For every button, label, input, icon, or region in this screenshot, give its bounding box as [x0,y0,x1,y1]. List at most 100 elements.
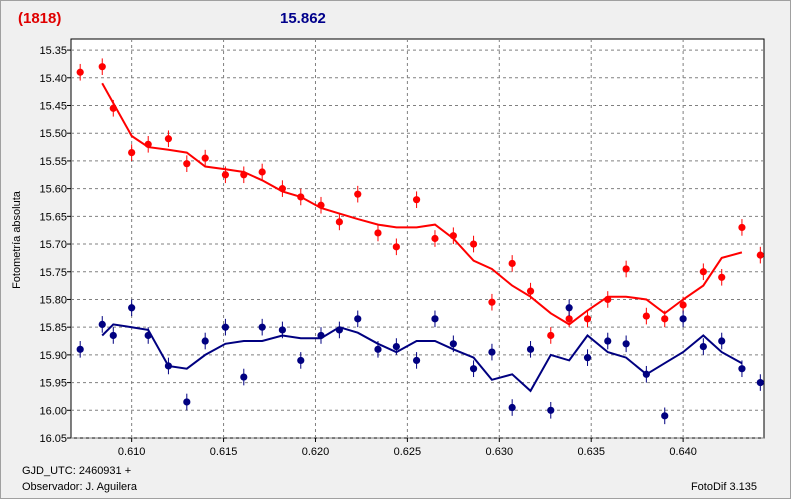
data-point [679,301,687,309]
y-tick-label: 15.45 [39,101,67,113]
data-point [718,337,726,345]
axis-ticks: 15.35 15.40 15.45 15.50 15.55 15.60 15.65 15.70… [39,45,696,458]
data-point [679,315,687,323]
data-point [738,223,746,232]
data-point [622,265,630,273]
y-tick-label: 16.00 [39,405,67,417]
y-tick-label: 15.85 [39,322,67,334]
y-tick-label: 15.50 [39,128,67,140]
data-point [738,365,746,373]
x-tick-label: 0.630 [486,446,514,458]
observer-label: Observador: J. Aguilera [22,481,137,493]
data-point [565,315,573,323]
data-point [449,340,457,348]
data-point [488,348,496,356]
data-point [469,365,478,373]
data-point [354,315,362,323]
data-point [98,63,106,71]
fit-line [101,323,743,393]
data-point [144,140,152,148]
y-tick-label: 15.65 [39,211,67,223]
gjd-label: GJD_UTC: 2460931 + [22,465,132,477]
data-point [109,331,117,340]
magnitude-value: 15.862 [280,10,326,27]
y-tick-label: 16.05 [39,433,67,445]
data-point [547,406,555,414]
data-point [164,135,173,143]
data-point [278,185,286,193]
data-point [469,240,478,248]
data-point [565,304,573,312]
data-point [183,398,191,406]
data-point [412,356,421,365]
data-point [392,342,400,351]
data-point [756,251,764,259]
data-point [583,354,592,362]
data-point [547,331,555,340]
y-tick-label: 15.95 [39,378,67,390]
data-point [661,412,669,420]
data-point [258,168,266,176]
x-tick-label: 0.635 [577,446,605,458]
data-point [508,403,516,412]
data-point [508,259,516,268]
data-point [604,337,612,345]
x-tick-label: 0.625 [394,446,422,458]
x-tick-label: 0.610 [118,446,146,458]
y-tick-label: 15.35 [39,45,67,57]
y-tick-label: 15.40 [39,73,67,85]
y-tick-label: 15.75 [39,267,67,279]
series-layer [76,58,764,425]
data-point [128,304,136,312]
data-point [604,295,612,304]
x-tick-label: 0.620 [302,446,330,458]
y-tick-label: 15.70 [39,239,67,251]
data-point [164,362,173,370]
data-point [699,268,707,276]
data-point [756,378,764,387]
y-tick-label: 15.60 [39,184,67,196]
fit-line [101,82,743,326]
data-point [583,315,592,323]
object-label: (1818) [18,10,62,27]
data-point [317,201,325,209]
data-point [622,340,630,348]
series-0 [76,58,764,344]
data-point [221,171,230,179]
data-point [201,337,209,345]
data-point [76,345,84,353]
data-point [392,243,400,251]
data-point [488,298,496,306]
grid [71,39,764,439]
data-point [317,331,325,340]
data-point [431,315,439,323]
data-point [661,315,669,323]
data-point [642,370,650,378]
data-point [642,312,650,320]
data-point [258,323,266,331]
data-point [335,326,343,334]
data-point [412,196,421,204]
plot-area [70,38,765,439]
series-1 [76,299,764,425]
data-point [278,326,286,334]
data-point [240,373,248,381]
data-point [183,160,191,168]
data-point [144,331,152,340]
data-point [109,104,117,112]
data-point [374,229,382,237]
data-point [128,149,136,157]
data-point [335,218,343,226]
data-point [526,287,535,295]
data-point [98,320,106,328]
data-point [431,234,439,243]
data-point [221,323,230,331]
data-point [354,190,362,198]
data-point [201,154,209,162]
x-tick-label: 0.640 [669,446,697,458]
y-tick-label: 15.55 [39,156,67,168]
y-tick-label: 15.80 [39,294,67,306]
data-point [297,193,305,201]
data-point [297,356,305,365]
